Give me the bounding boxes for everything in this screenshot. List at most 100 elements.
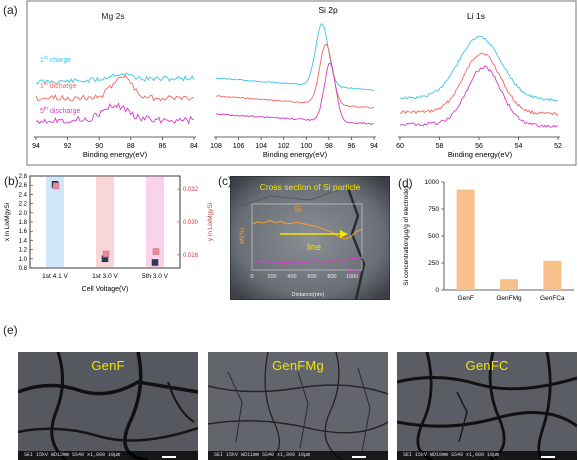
- li1s-discharge1-line: [399, 52, 559, 116]
- panel-a-letter: (a): [3, 3, 18, 17]
- eds-linescan: Cross section of Si particle 0 200 400 600 8…: [230, 176, 390, 300]
- si-conc-y-tick-label: 500: [428, 233, 439, 240]
- eds-line-annotation: line: [307, 242, 321, 252]
- li1s-tick-label: 58: [436, 143, 444, 150]
- si-conc-ylabel: Si concentration(μg/g of electrode): [403, 186, 410, 286]
- si2p-tick-label: 106: [233, 143, 245, 150]
- eds-x-tick-label: 800: [327, 274, 336, 280]
- composition-ylabel-left: x in LixMgySi: [4, 203, 11, 241]
- legend-discharge1: 1st dicharge: [40, 81, 77, 90]
- si2p-tick-label: 98: [325, 143, 333, 150]
- eds-si-label: Si: [294, 205, 301, 214]
- left-y-tick-label: 2.0: [19, 211, 28, 217]
- si2p-tick-label: 104: [255, 143, 267, 150]
- mg2s-tick-label: 92: [64, 143, 72, 150]
- eds-xlabel: Distance(nm): [292, 292, 325, 298]
- sem-genf-title: GenF: [91, 358, 125, 373]
- si2p-tick-label: 94: [370, 143, 378, 150]
- eds-x-tick-label: 400: [287, 274, 296, 280]
- li1s-tick-label: 52: [554, 143, 562, 150]
- si-conc-y-tick-label: 750: [428, 206, 439, 213]
- si-conc-y-tick-label: 250: [428, 260, 439, 267]
- sem-genf-texture: [18, 352, 198, 460]
- voltage-category-label: 1st 3.0 V: [92, 273, 118, 280]
- eds-x-tick-label: 600: [307, 274, 316, 280]
- li1s-tick-label: 54: [515, 143, 523, 150]
- si-conc-bar: [456, 189, 475, 290]
- mg2s-title: Mg 2s: [101, 11, 124, 21]
- eds-si-line: [251, 219, 363, 240]
- y-value-point: [52, 182, 60, 190]
- eds-scan-arrow-icon: [340, 230, 348, 238]
- li1s-discharge5-line: [399, 65, 559, 128]
- voltage-category-label: 5th 3.0 V: [142, 273, 169, 280]
- sem-genf-databar: SEI 15kV WD12mm SS40 x1,000 10μm: [18, 451, 198, 460]
- xps-panel-border: [26, 0, 577, 166]
- sem-image-genfmg: GenFMg SEI 15kV WD11mm SS40 x1,000 10μm: [208, 352, 388, 460]
- si-conc-y-tick-label: 1000: [425, 179, 440, 186]
- eds-mg-label: Mg: [348, 267, 359, 276]
- eds-plot-frame: [251, 203, 363, 271]
- composition-chart: 0.8 1.0 1.2 1.4 1.6 1.8 2.0 2.2 2.4 2.6 2.8 0.028 0…: [4, 174, 214, 293]
- mg2s-charge1-line: [35, 72, 195, 85]
- voltage-band: [96, 176, 114, 268]
- si2p-discharge1-line: [215, 43, 375, 109]
- left-y-tick-label: 0.8: [19, 266, 28, 272]
- eds-title: Cross section of Si particle: [260, 182, 361, 192]
- sem-image-genf: GenF SEI 15kV WD12mm SS40 x1,000 10μm: [18, 352, 198, 460]
- si2p-title: Si 2p: [318, 5, 338, 15]
- sem-genfc-texture: [397, 352, 577, 460]
- mg2s-xlabel: Binding energy(eV): [83, 150, 148, 159]
- mg2s-spectrum: Mg 2s 94 92 90 88 86 84 Binding energy(eV) 1s…: [32, 11, 198, 159]
- li1s-tick-label: 60: [396, 143, 404, 150]
- mg2s-tick-label: 88: [127, 143, 135, 150]
- right-y-tick-label: 0.032: [183, 187, 199, 193]
- eds-particle-crack: [346, 187, 366, 300]
- si2p-tick-label: 102: [278, 143, 290, 150]
- xps-panel: Mg 2s 94 92 90 88 86 84 Binding energy(eV) 1s…: [26, 0, 577, 166]
- sem-image-genfc: GenFC SEI 15kV WD10mm SS40 x1,000 10μm: [397, 352, 577, 460]
- eds-x-tick-label: 200: [267, 274, 276, 280]
- si2p-discharge5-line: [215, 62, 375, 126]
- mg2s-tick-label: 86: [159, 143, 167, 150]
- li1s-title: Li 1s: [467, 11, 485, 21]
- eds-sem-background: [230, 176, 390, 300]
- y-value-point: [102, 250, 110, 258]
- si2p-charge1-line: [215, 23, 374, 91]
- eds-x-tick-label: 1000: [346, 274, 358, 280]
- si-concentration-chart: 0 250 500 750 1000 GenF GenFMg GenFCa Si conce…: [403, 179, 574, 302]
- mg2s-discharge5-line: [35, 102, 195, 125]
- eds-ylabel: Wt(%): [240, 228, 246, 245]
- panel-d-letter: (d): [398, 176, 413, 190]
- sem-genfc-scalebar: [541, 456, 555, 458]
- panel-b-letter: (b): [4, 174, 19, 188]
- left-y-tick-label: 1.8: [19, 220, 28, 226]
- x-value-point: [151, 259, 159, 266]
- composition-ylabel-right: y in LixMgySi: [207, 203, 214, 241]
- mg2s-tick-label: 94: [32, 143, 40, 150]
- panel-c-letter: (c): [218, 174, 232, 188]
- left-y-tick-label: 1.4: [19, 238, 28, 244]
- li1s-xlabel: Binding energy(eV): [448, 150, 513, 159]
- si-conc-bar: [500, 279, 518, 290]
- legend-discharge5: 5th discharge: [40, 106, 80, 115]
- voltage-band: [146, 176, 164, 268]
- composition-xlabel: Cell Voltage(V): [82, 286, 129, 293]
- left-y-tick-label: 2.2: [19, 202, 28, 208]
- si-conc-y-tick-label: 0: [435, 287, 439, 294]
- legend-charge1: 1st charge: [40, 55, 71, 64]
- si-conc-bar: [543, 260, 562, 290]
- sem-genfc-title: GenFC: [465, 358, 509, 373]
- mg2s-tick-label: 90: [95, 143, 103, 150]
- left-y-tick-label: 2.8: [19, 174, 28, 180]
- sem-genfmg-databar: SEI 15kV WD11mm SS40 x1,000 10μm: [208, 451, 388, 460]
- sem-genfmg-title: GenFMg: [272, 358, 324, 373]
- left-y-tick-label: 1.2: [19, 248, 28, 254]
- si2p-tick-label: 100: [300, 143, 312, 150]
- si-conc-category-label: GenF: [458, 295, 474, 302]
- sem-genfmg-scalebar: [352, 456, 366, 458]
- voltage-category-label: 1st 4.1 V: [42, 273, 68, 280]
- li1s-tick-label: 56: [475, 143, 483, 150]
- sem-genf-scalebar: [162, 456, 176, 458]
- li1s-charge1-line: [399, 35, 559, 102]
